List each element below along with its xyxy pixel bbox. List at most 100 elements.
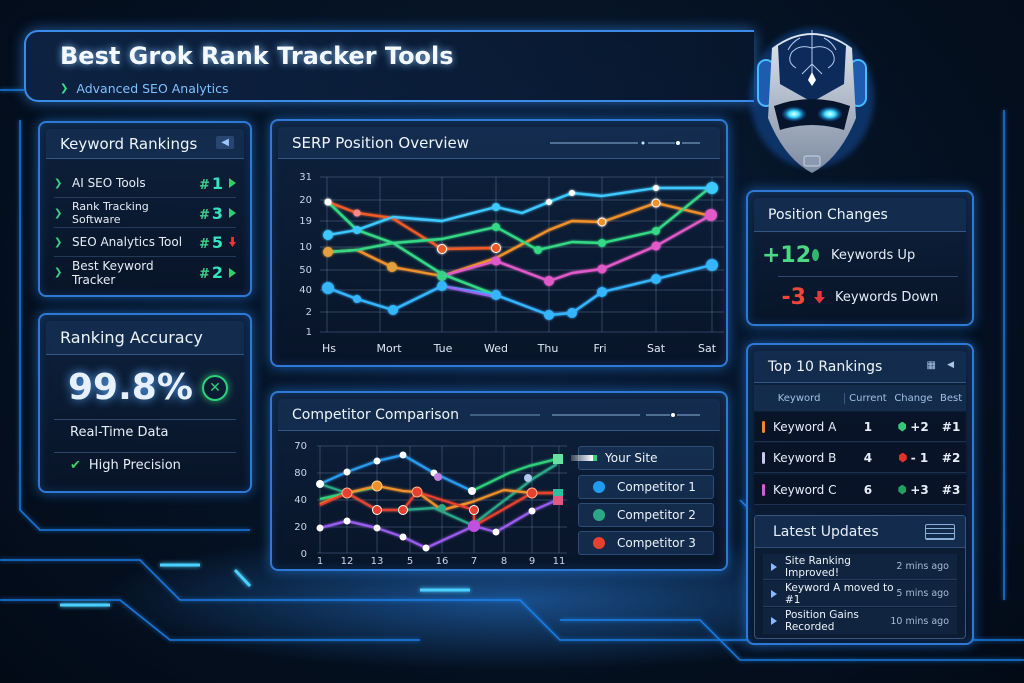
divider [778,276,958,277]
panel-title: Position Changes [768,206,888,223]
trend-down-icon [229,237,236,247]
subtitle-text: Advanced SEO Analytics [76,81,229,96]
svg-text:10: 10 [299,242,312,253]
update-item[interactable]: Position Gains Recorded 10 mins ago [763,608,957,634]
svg-text:Hs: Hs [322,342,336,355]
play-icon [771,617,777,625]
table-row[interactable]: Keyword B 4 - 1 #2 [754,443,966,473]
legend-item-competitor-2[interactable]: Competitor 2 [578,503,714,527]
chevron-right-icon: ❯ [54,267,63,278]
update-time: 5 mins ago [896,588,949,599]
keywords-up-row: +12 Keywords Up [762,236,958,274]
real-time-label: Real-Time Data [70,425,169,440]
top10-table-header: Keyword Current Change Best [754,385,966,411]
best-cell: #3 [941,482,961,497]
svg-text:Sat: Sat [698,342,717,355]
change-cell: - 1 [891,451,937,465]
gem-down-icon [898,452,907,463]
legend-label: Competitor 1 [617,480,696,494]
keyword-item[interactable]: ❯ SEO Analytics Tool #5 [54,228,236,257]
keyword-rank: #3 [198,203,223,223]
high-precision-label: High Precision [88,458,181,473]
gem-up-icon [898,421,907,432]
table-row[interactable]: Keyword C 6 +3 #3 [754,475,966,505]
check-icon: ✔ [70,458,81,473]
keywords-down-value: -3 [781,284,806,310]
chevron-right-icon: ❯ [60,83,69,94]
legend-label: Your Site [605,451,658,465]
grid-icon[interactable]: ▦ [926,360,936,371]
trend-up-icon [229,267,236,278]
keyword-rankings-panel: Keyword Rankings ◀ ❯ AI SEO Tools #1 ❯ R… [38,121,252,297]
svg-text:1: 1 [306,327,312,338]
update-item[interactable]: Keyword A moved to #1 5 mins ago [763,581,957,607]
row-marker-icon [762,483,765,496]
svg-text:0: 0 [301,549,307,560]
svg-text:70: 70 [294,441,307,452]
legend-item-competitor-1[interactable]: Competitor 1 [578,475,714,499]
list-icon[interactable] [925,524,955,540]
change-cell: +2 [891,420,937,434]
keyword-item[interactable]: ❯ Rank Tracking Software #3 [54,199,236,228]
update-time: 10 mins ago [890,615,949,627]
table-row[interactable]: Keyword A 1 +2 #1 [754,412,966,442]
keyword-cell: Keyword B [754,451,845,465]
ranking-accuracy-panel: Ranking Accuracy 99.8% ✕ Real-Time Data … [38,313,252,493]
svg-text:19: 19 [299,216,312,227]
col-best: Best [940,392,963,404]
svg-text:5: 5 [407,556,413,567]
svg-text:2: 2 [306,307,312,318]
svg-text:40: 40 [294,495,307,506]
serp-overview-panel: SERP Position Overview 31 20 19 10 50 40 2 1 H… [270,119,728,367]
legend-item-competitor-3[interactable]: Competitor 3 [578,531,714,555]
latest-updates-header: Latest Updates [755,516,965,548]
keyword-item[interactable]: ❯ Best Keyword Tracker #2 [54,258,236,287]
header-slider-decoration [550,141,700,145]
row-marker-icon [762,420,765,433]
update-item[interactable]: Site Ranking Improved! 2 mins ago [763,554,957,580]
keyword-rank: #5 [198,232,223,252]
top10-rankings-panel: Top 10 Rankings ▦ ◀ Keyword Current Chan… [746,343,974,645]
col-current: Current [849,392,887,404]
high-precision-row: ✔ High Precision [70,458,181,473]
keyword-label: SEO Analytics Tool [72,235,183,249]
svg-text:Thu: Thu [537,342,559,355]
col-keyword: Keyword [754,392,846,404]
arrow-left-icon[interactable]: ◀ [947,360,954,370]
chevron-right-icon: ❯ [54,207,63,219]
competitor-comparison-panel: Competitor Comparison 70 80 40 20 0 1 12 13 5 16… [270,391,728,571]
divider [54,419,236,420]
competitor-line-chart: 70 80 40 20 0 1 12 13 5 16 7 8 9 11 [294,441,567,567]
best-cell: #1 [941,419,961,434]
keyword-label: AI SEO Tools [72,176,146,190]
svg-text:7: 7 [471,556,477,567]
svg-text:9: 9 [529,556,535,567]
chevron-right-icon: ❯ [54,236,63,248]
circle-icon [593,537,605,549]
gem-up-icon [812,249,819,261]
update-text: Site Ranking Improved! [785,554,851,579]
play-icon [771,562,777,571]
panel-title: Latest Updates [773,523,879,540]
page-header: Best Grok Rank Tracker Tools ❯ Advanced … [24,30,754,102]
keywords-up-label: Keywords Up [831,247,916,263]
arrow-left-icon[interactable]: ◀ [216,136,234,149]
latest-updates-card: Latest Updates Site Ranking Improved! 2 … [754,515,966,639]
keyword-item[interactable]: ❯ AI SEO Tools #1 [54,169,236,198]
page-subtitle: ❯ Advanced SEO Analytics [60,81,229,96]
svg-text:Sat: Sat [647,342,666,355]
svg-text:20: 20 [299,195,312,206]
update-text: Position Gains Recorded [785,609,859,633]
current-cell: 1 [863,419,873,434]
competitor-header: Competitor Comparison [278,399,720,431]
change-cell: +3 [891,483,937,497]
svg-text:16: 16 [436,556,449,567]
legend-label: Competitor 2 [617,508,696,522]
svg-text:Fri: Fri [593,342,606,355]
update-time: 2 mins ago [896,561,949,572]
keyword-rank: #2 [198,263,223,282]
legend-item-your-site[interactable]: Your Site [571,446,714,470]
keyword-cell: Keyword A [754,420,845,434]
panel-title: Ranking Accuracy [60,328,203,347]
accuracy-value: 99.8% [68,367,193,408]
